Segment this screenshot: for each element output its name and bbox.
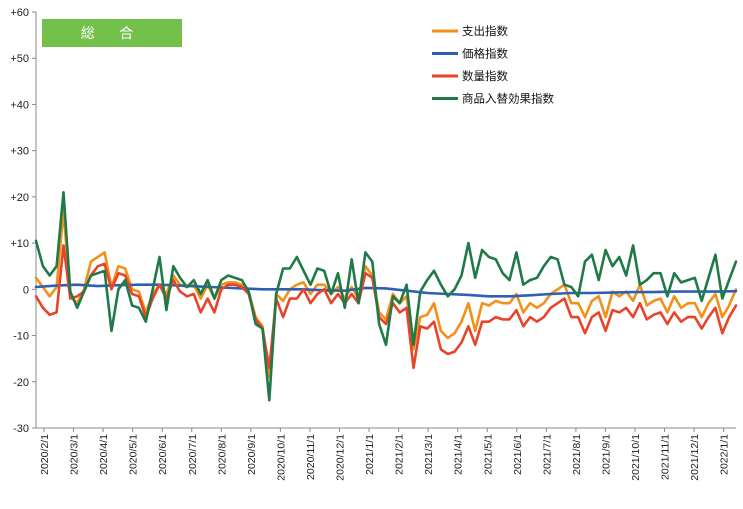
x-tick-label: 2021/8/1: [571, 434, 583, 475]
y-tick-label: -30: [13, 423, 29, 435]
x-tick-label: 2020/4/1: [98, 434, 110, 475]
x-tick-label: 2022/1/1: [719, 434, 731, 475]
y-tick-label: +10: [10, 238, 29, 250]
y-tick-label: -10: [13, 331, 29, 343]
x-tick-label: 2020/12/1: [335, 434, 347, 481]
x-tick-label: 2021/10/1: [630, 434, 642, 481]
x-tick-label: 2021/7/1: [541, 434, 553, 475]
x-tick-label: 2021/6/1: [512, 434, 524, 475]
y-tick-label: 0: [23, 284, 29, 296]
x-tick-label: 2020/11/1: [305, 434, 317, 480]
legend-label: 数量指数: [462, 69, 508, 83]
y-tick-label: +40: [10, 99, 29, 111]
series-line: [34, 244, 738, 370]
y-tick-label: +30: [10, 146, 29, 158]
x-tick-label: 2021/9/1: [600, 434, 612, 475]
x-tick-label: 2021/12/1: [689, 434, 701, 481]
y-tick-label: +60: [10, 7, 29, 19]
x-tick-label: 2021/5/1: [482, 434, 494, 475]
x-tick-label: 2021/4/1: [453, 434, 465, 475]
y-tick-label: -20: [13, 377, 29, 389]
legend-label: 支出指数: [462, 24, 508, 38]
chart-title-badge: 総 合: [42, 19, 182, 47]
y-tick-label: +20: [10, 192, 29, 204]
legend-label: 商品入替効果指数: [462, 92, 554, 106]
series-line: [34, 191, 738, 402]
y-tick-label: +50: [10, 53, 29, 65]
x-tick-label: 2021/1/1: [364, 434, 376, 475]
series-line: [34, 209, 738, 379]
x-tick-label: 2020/10/1: [275, 434, 287, 481]
x-tick-label: 2020/6/1: [157, 434, 169, 475]
x-tick-label: 2020/9/1: [246, 434, 258, 475]
x-tick-label: 2020/2/1: [39, 434, 51, 475]
x-tick-label: 2021/2/1: [394, 434, 406, 475]
badge-label: 総 合: [80, 26, 144, 42]
x-tick-label: 2020/5/1: [128, 434, 140, 475]
x-tick-label: 2020/7/1: [187, 434, 199, 475]
x-tick-label: 2021/11/1: [660, 434, 672, 480]
x-tick-label: 2020/3/1: [69, 434, 81, 475]
x-tick-label: 2020/8/1: [216, 434, 228, 475]
x-tick-label: 2021/3/1: [423, 434, 435, 475]
legend-label: 価格指数: [462, 47, 508, 61]
